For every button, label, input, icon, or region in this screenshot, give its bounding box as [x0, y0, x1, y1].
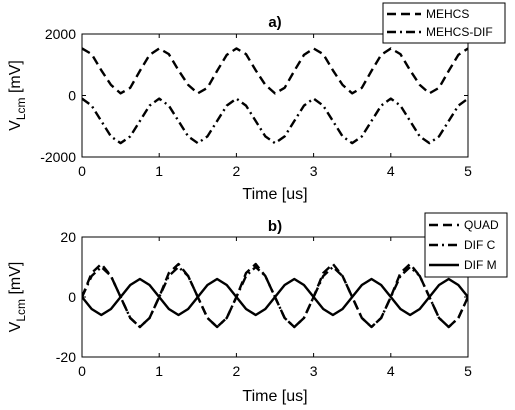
panel-a-x-tick-label: 4: [387, 163, 395, 179]
panel-b-y-tick-label: 0: [68, 289, 76, 305]
panel-b-x-tick-label: 4: [387, 363, 395, 379]
panel-a-series-mehcs: [82, 47, 468, 95]
panel-a-y-axis-label-main: V: [7, 120, 24, 131]
panel-a-y-tick-label: -2000: [40, 149, 76, 165]
panel-b-y-axis-label: VLcm [mV]: [7, 262, 28, 333]
panel-b-y-tick-label: -20: [56, 349, 76, 365]
panel-a-x-tick-label: 1: [155, 163, 163, 179]
panel-b-legend-label-dif-c: DIF C: [464, 238, 496, 252]
panel-b-y-axis-label-unit: [mV]: [7, 262, 24, 299]
panel-a-y-tick-label: 0: [68, 88, 76, 104]
panel-a-y-tick-label: 2000: [45, 26, 76, 42]
panel-b-legend-label-quad: QUAD: [464, 218, 499, 232]
panel-a-x-axis-label: Time [us]: [242, 186, 307, 203]
panel-b-x-tick-label: 5: [464, 363, 472, 379]
panel-b-x-tick-label: 2: [233, 363, 241, 379]
panel-b-x-tick-label: 0: [78, 363, 86, 379]
panel-a-plot-frame: [81, 33, 469, 158]
panel-a-x-tick-label: 2: [233, 163, 241, 179]
panel-a-title: a): [268, 14, 281, 31]
panel-a-legend-label-mehcs-dif: MEHCS-DIF: [426, 25, 493, 39]
panel-b-x-tick-label: 1: [155, 363, 163, 379]
panel-a-legend: MEHCS MEHCS-DIF: [382, 2, 506, 44]
panel-b-y-tick-label: 20: [60, 229, 76, 245]
panel-b-series-dif-m: [82, 277, 468, 317]
panel-a-y-axis-label-unit: [mV]: [7, 60, 24, 97]
panel-a-x-tick-label: 5: [464, 163, 472, 179]
panel-b-legend: QUAD DIF C DIF M: [424, 212, 508, 278]
panel-b-series-quad: [82, 262, 468, 329]
panel-b-x-tick-label: 3: [310, 363, 318, 379]
panel-a-legend-box: [382, 2, 506, 44]
panel-a-legend-label-mehcs: MEHCS: [426, 7, 469, 21]
panel-a-x-tick-label: 3: [310, 163, 318, 179]
panel-a-y-axis-label-sub: Lcm: [14, 97, 28, 120]
panel-b-legend-label-dif-m: DIF M: [464, 258, 497, 272]
panel-b-y-axis-label-main: V: [7, 321, 24, 332]
panel-a-series-mehcs-dif: [82, 97, 468, 145]
panel-a-x-tick-label: 0: [78, 163, 86, 179]
panel-b-x-axis-label: Time [us]: [242, 388, 307, 405]
panel-b-title: b): [268, 218, 282, 235]
panel-b-legend-box: [424, 212, 508, 278]
panel-a-y-axis-label: VLcm [mV]: [7, 60, 28, 131]
panel-b-y-axis-label-sub: Lcm: [14, 299, 28, 322]
